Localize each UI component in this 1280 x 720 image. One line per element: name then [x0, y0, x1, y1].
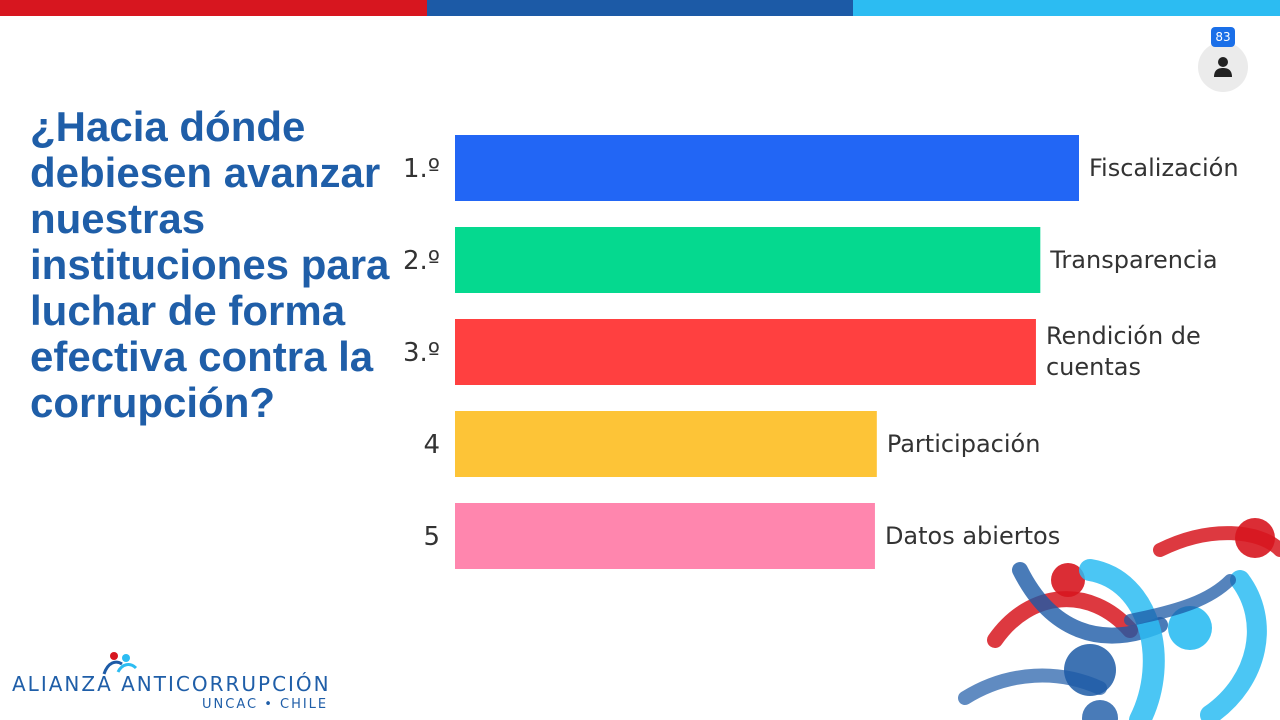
category-label: Datos abiertos: [885, 522, 1060, 550]
category-label: Participación: [887, 430, 1041, 458]
decorative-figures-graphic: [958, 518, 1280, 720]
top-bar-blue-segment: [426, 0, 854, 16]
category-label: Transparencia: [1049, 246, 1217, 274]
category-label: Fiscalización: [1089, 154, 1239, 182]
logo-main-text: ALIANZA ANTICORRUPCIÓN: [12, 672, 331, 696]
bar-transparencia: [455, 227, 1041, 293]
logo-figures-icon: [102, 652, 138, 675]
participant-count-badge: 83: [1211, 27, 1235, 47]
participants-button[interactable]: [1198, 42, 1248, 92]
alianza-anticorrupcion-logo: ALIANZA ANTICORRUPCIÓN UNCAC • CHILE: [10, 650, 330, 716]
category-label: Rendición de cuentas: [1046, 322, 1201, 381]
bar-datos-abiertos: [455, 503, 875, 569]
logo-sub-text: UNCAC • CHILE: [202, 697, 329, 712]
top-bar-cyan-segment: [853, 0, 1280, 16]
question-title: ¿Hacia dónde debiesen avanzar nuestras i…: [30, 103, 390, 426]
person-icon: [1214, 57, 1232, 77]
ranking-bar-chart: 1.º Fiscalización 2.º Transparencia 3.º Rendi…: [403, 135, 1239, 569]
rank-label: 5: [423, 522, 440, 552]
bar-fiscalizacion: [455, 135, 1079, 201]
rank-label: 3.º: [403, 338, 440, 368]
top-color-bar: [0, 0, 1280, 16]
bar-participacion: [455, 411, 877, 477]
rank-label: 4: [423, 430, 440, 460]
bar-rendicion-de-cuentas: [455, 319, 1036, 385]
top-bar-red-segment: [0, 0, 427, 16]
rank-label: 1.º: [403, 154, 440, 184]
rank-label: 2.º: [403, 246, 440, 276]
